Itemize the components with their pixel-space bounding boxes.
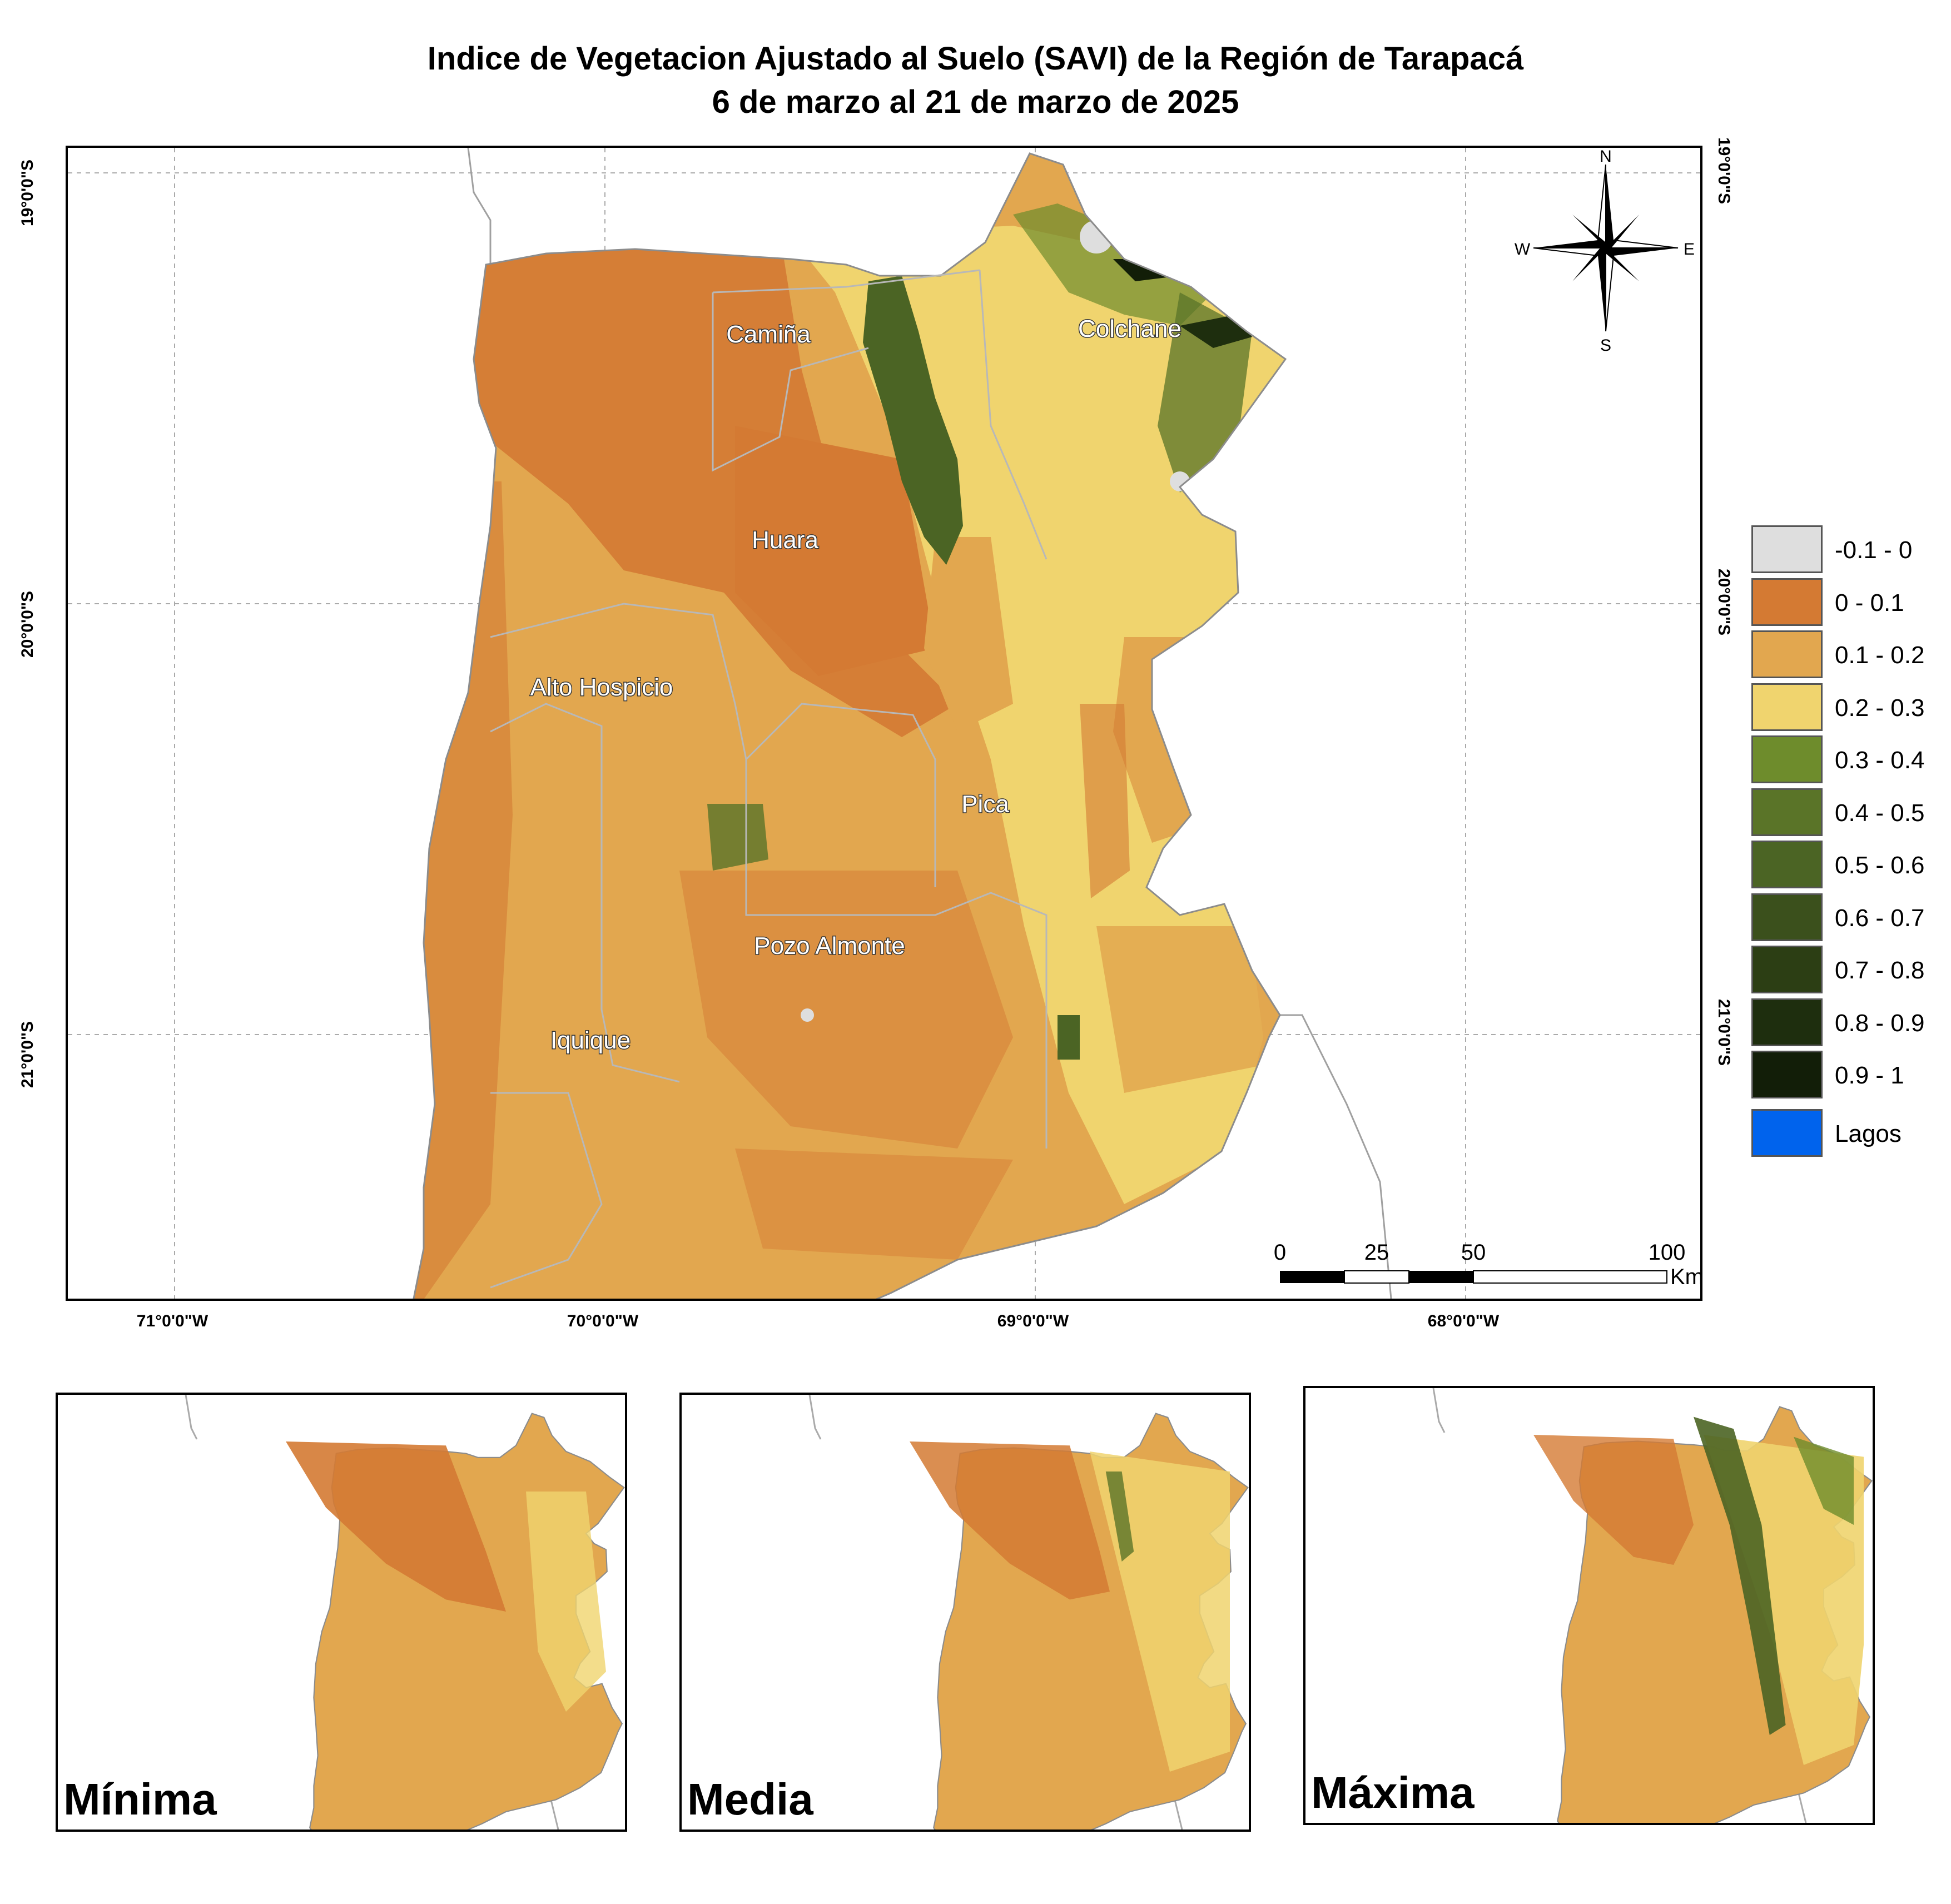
scale-bar: 0 25 50 100 Km <box>1274 1240 1700 1289</box>
commune-boundaries <box>490 269 1048 1289</box>
legend-item: 0.2 - 0.3 <box>1751 683 1935 731</box>
legend-item: 0.3 - 0.4 <box>1751 735 1935 783</box>
inset-media[interactable]: Media <box>679 1393 1251 1832</box>
legend-label: 0.6 - 0.7 <box>1835 904 1925 932</box>
commune-label-alto-hospicio: Alto Hospicio <box>530 674 673 701</box>
legend-swatch <box>1751 525 1823 573</box>
savi-raster <box>413 153 1285 1299</box>
scale-tick-0: 0 <box>1274 1240 1286 1265</box>
legend-item: 0.1 - 0.2 <box>1751 630 1935 678</box>
legend-label: 0.9 - 1 <box>1835 1062 1904 1089</box>
legend-item: 0.8 - 0.9 <box>1751 998 1935 1046</box>
legend-swatch <box>1751 788 1823 836</box>
inset-label-media: Media <box>687 1774 813 1824</box>
scale-tick-25: 25 <box>1364 1240 1389 1265</box>
legend-label: 0.8 - 0.9 <box>1835 1009 1925 1037</box>
lat-label-right-19: 19°0'0"S <box>1715 137 1734 205</box>
inset-minima-map <box>185 1395 625 1830</box>
map-title: Indice de Vegetacion Ajustado al Suelo (… <box>427 41 1524 77</box>
legend-label: 0.7 - 0.8 <box>1835 957 1925 984</box>
lat-label-left-20: 20°0'0"S <box>18 590 37 658</box>
compass-n: N <box>1600 148 1612 166</box>
lat-label-right-21: 21°0'0"S <box>1715 998 1734 1066</box>
legend-item: 0.5 - 0.6 <box>1751 841 1935 888</box>
legend-label: 0.5 - 0.6 <box>1835 852 1925 879</box>
lat-label-right-20: 20°0'0"S <box>1715 568 1734 636</box>
commune-label-pica: Pica <box>961 791 1009 818</box>
inset-maxima-map <box>1432 1388 1873 1823</box>
lat-label-left-21: 21°0'0"S <box>18 1021 37 1088</box>
scale-unit: Km <box>1670 1265 1700 1289</box>
legend-swatch <box>1751 630 1823 678</box>
legend-label: -0.1 - 0 <box>1835 536 1913 564</box>
legend-item: 0.7 - 0.8 <box>1751 946 1935 993</box>
scale-tick-50: 50 <box>1461 1240 1486 1265</box>
compass-s: S <box>1600 336 1611 355</box>
inset-minima[interactable]: Mínima <box>56 1393 627 1832</box>
lon-label-71: 71°0'0"W <box>136 1312 208 1330</box>
commune-label-iquique: Iquique <box>550 1027 631 1054</box>
lon-label-69: 69°0'0"W <box>997 1312 1069 1330</box>
legend-item: 0.4 - 0.5 <box>1751 788 1935 836</box>
inset-label-minima: Mínima <box>63 1774 217 1824</box>
legend-label: 0.4 - 0.5 <box>1835 799 1925 827</box>
legend-swatch <box>1751 998 1823 1046</box>
lon-label-70: 70°0'0"W <box>567 1312 639 1330</box>
legend-swatch <box>1751 841 1823 888</box>
legend-item: 0.9 - 1 <box>1751 1051 1935 1098</box>
legend-swatch <box>1751 735 1823 783</box>
legend-swatch <box>1751 683 1823 731</box>
legend-label: 0.3 - 0.4 <box>1835 747 1925 774</box>
legend-label: 0 - 0.1 <box>1835 589 1904 617</box>
legend-item: 0.6 - 0.7 <box>1751 893 1935 941</box>
boundary-lines <box>467 148 1392 1299</box>
legend-swatch <box>1751 946 1823 993</box>
legend-item: 0 - 0.1 <box>1751 578 1935 626</box>
legend-swatch <box>1751 1051 1823 1098</box>
commune-label-huara: Huara <box>752 526 818 554</box>
legend-swatch <box>1751 1108 1823 1157</box>
legend-swatch <box>1751 578 1823 626</box>
legend-item: Lagos <box>1751 1108 1935 1157</box>
lat-label-left-19: 19°0'0"S <box>18 159 37 227</box>
legend-label: 0.1 - 0.2 <box>1835 642 1925 669</box>
legend-label: Lagos <box>1835 1120 1902 1147</box>
legend-swatch <box>1751 893 1823 941</box>
main-map[interactable]: Camiña Colchane Huara Alto Hospicio Pica… <box>66 146 1702 1301</box>
commune-label-camina: Camiña <box>726 321 811 348</box>
compass-w: W <box>1515 240 1531 258</box>
compass-e: E <box>1684 240 1695 258</box>
scale-tick-100: 100 <box>1649 1240 1686 1265</box>
inset-maxima[interactable]: Máxima <box>1303 1386 1875 1825</box>
main-map-canvas: Camiña Colchane Huara Alto Hospicio Pica… <box>68 148 1700 1299</box>
north-arrow-icon: N S E W <box>1515 148 1695 355</box>
legend-label: 0.2 - 0.3 <box>1835 694 1925 722</box>
commune-label-pozo-almonte: Pozo Almonte <box>754 932 905 960</box>
inset-label-maxima: Máxima <box>1311 1768 1475 1817</box>
legend-item: -0.1 - 0 <box>1751 525 1935 573</box>
lon-label-68: 68°0'0"W <box>1427 1312 1500 1330</box>
inset-media-map <box>808 1395 1249 1830</box>
commune-label-colchane: Colchane <box>1078 315 1181 342</box>
map-subtitle: 6 de marzo al 21 de marzo de 2025 <box>712 84 1239 120</box>
